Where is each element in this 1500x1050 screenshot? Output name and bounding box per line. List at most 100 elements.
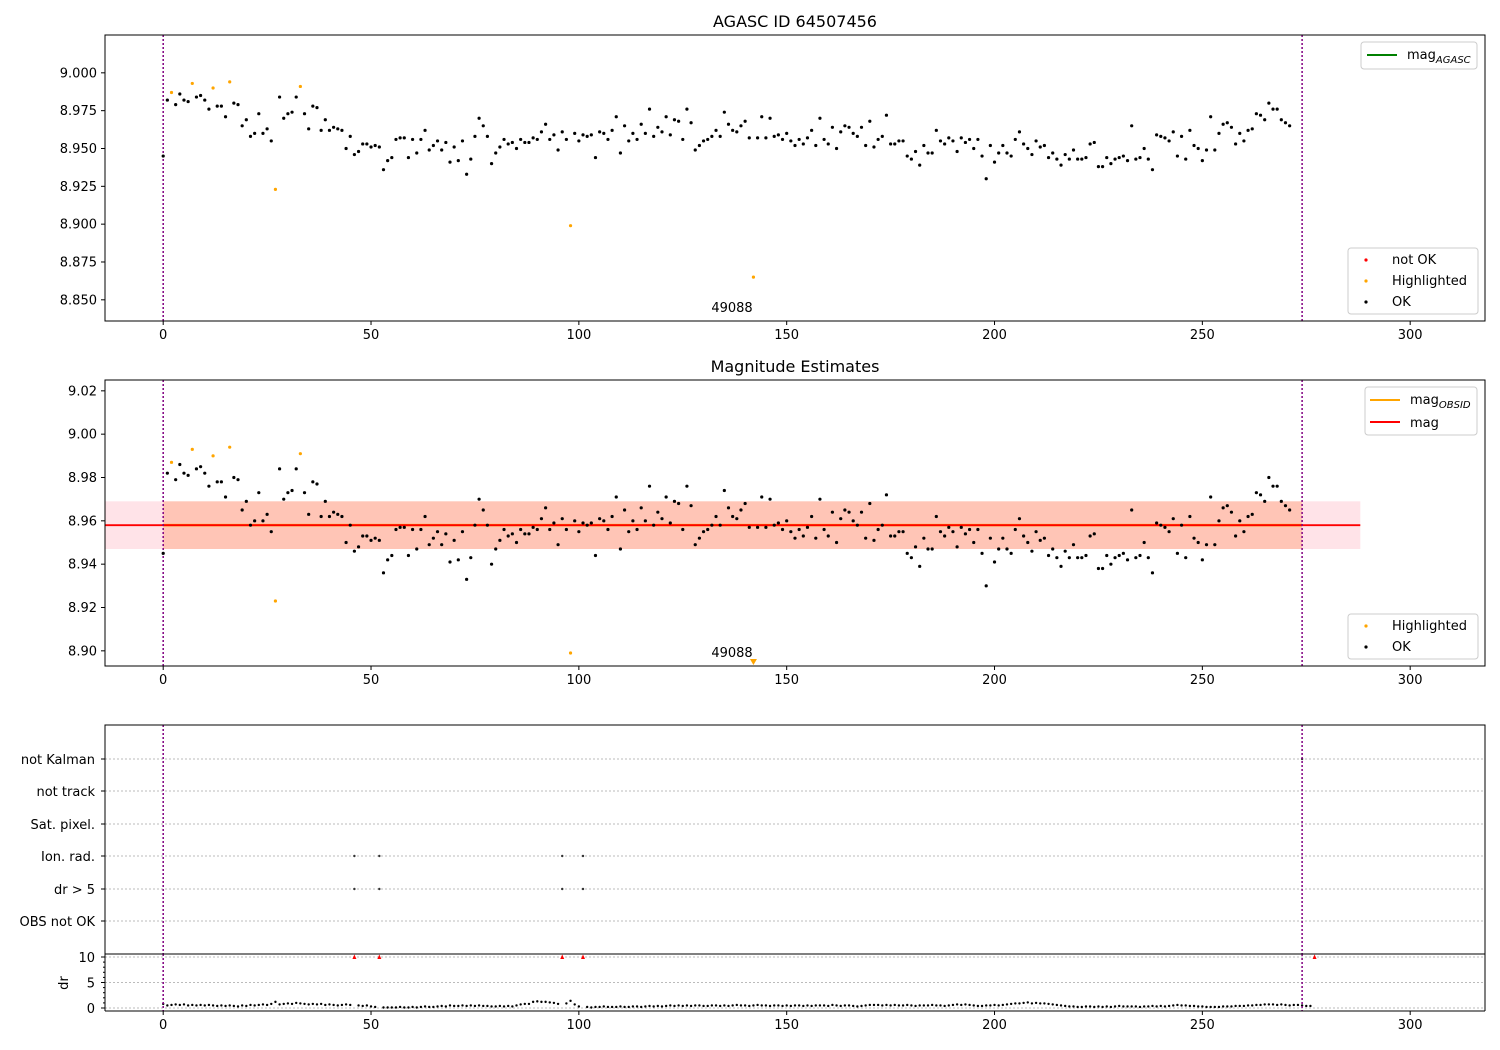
ok-point bbox=[1283, 121, 1288, 125]
y-tick-label: 8.950 bbox=[60, 142, 97, 157]
dr-point bbox=[1039, 1002, 1042, 1005]
ok-point bbox=[880, 523, 884, 527]
ok-point bbox=[203, 98, 207, 102]
dr-point bbox=[664, 1004, 668, 1008]
ok-point bbox=[419, 527, 423, 532]
dr-point bbox=[972, 1004, 975, 1007]
ok-point bbox=[880, 134, 884, 138]
ok-point bbox=[223, 115, 228, 119]
ok-point bbox=[652, 523, 656, 527]
dr-point bbox=[1122, 1005, 1125, 1008]
y-tick-label: 8.96 bbox=[68, 514, 97, 529]
dr-point bbox=[1217, 1005, 1221, 1009]
dr-point bbox=[569, 999, 572, 1003]
ok-point bbox=[876, 137, 880, 142]
dr-point bbox=[1093, 1005, 1096, 1009]
ok-point bbox=[244, 499, 248, 503]
dr-clipped-marker bbox=[560, 954, 565, 959]
dr-point bbox=[224, 1004, 227, 1008]
ok-point bbox=[1258, 113, 1263, 117]
ok-point bbox=[1267, 475, 1271, 480]
dr-point bbox=[856, 1005, 859, 1008]
dr-point bbox=[797, 1004, 801, 1007]
x-tick-label: 50 bbox=[363, 1018, 380, 1033]
ok-point bbox=[672, 118, 677, 122]
dr-point bbox=[785, 1004, 788, 1007]
dr-point bbox=[860, 1004, 863, 1008]
middle-legend-status: Highlighted OK bbox=[1347, 613, 1479, 660]
ok-point bbox=[473, 523, 477, 527]
ok-point bbox=[805, 136, 810, 140]
dr-point bbox=[964, 1003, 967, 1006]
dr-point bbox=[328, 1003, 331, 1006]
ok-point bbox=[639, 506, 643, 510]
ok-point bbox=[452, 538, 456, 542]
ok-point bbox=[1121, 551, 1125, 555]
dr-point bbox=[918, 1004, 921, 1007]
ok-point bbox=[685, 107, 689, 111]
x-tick-label: 0 bbox=[159, 328, 167, 343]
y-tick-label: 8.98 bbox=[68, 471, 97, 486]
dr-point bbox=[660, 1005, 664, 1008]
ok-point bbox=[1250, 512, 1254, 516]
dr-point bbox=[295, 1001, 298, 1005]
dr-point bbox=[415, 1006, 418, 1009]
dr-point bbox=[1151, 1004, 1154, 1008]
ok-legend-marker bbox=[1364, 300, 1368, 304]
dr-point bbox=[469, 1004, 472, 1007]
ok-legend-label: OK bbox=[1392, 640, 1411, 655]
dr-point bbox=[806, 1004, 809, 1007]
ok-point bbox=[465, 172, 469, 176]
ok-point bbox=[477, 497, 481, 501]
not-ok-legend-marker bbox=[1364, 258, 1368, 262]
highlighted-point bbox=[228, 445, 232, 449]
ok-point bbox=[423, 514, 427, 519]
dr-point bbox=[211, 1004, 215, 1007]
ok-point bbox=[219, 480, 223, 484]
ok-point bbox=[489, 562, 494, 566]
dr-point bbox=[232, 1004, 236, 1008]
dr-point bbox=[1018, 1002, 1021, 1005]
ok-point bbox=[1076, 157, 1080, 161]
ok-point bbox=[182, 471, 186, 475]
ok-point bbox=[1155, 521, 1159, 525]
ok-point bbox=[344, 540, 348, 545]
ok-point bbox=[1125, 558, 1130, 562]
ok-point bbox=[826, 534, 830, 538]
ok-point bbox=[793, 143, 797, 148]
dr-point bbox=[257, 1003, 260, 1007]
highlighted-point bbox=[211, 86, 215, 90]
ok-legend-marker bbox=[1364, 645, 1368, 649]
ok-point bbox=[992, 560, 997, 564]
ok-point bbox=[1055, 157, 1059, 161]
ok-point bbox=[834, 146, 839, 151]
ok-point bbox=[556, 543, 560, 547]
ok-point bbox=[593, 155, 598, 160]
ok-point bbox=[1067, 556, 1071, 560]
ok-point bbox=[972, 540, 976, 545]
ok-point bbox=[1038, 538, 1042, 542]
ok-point bbox=[868, 501, 872, 506]
ok-point bbox=[743, 501, 747, 506]
dr-point bbox=[1142, 1005, 1146, 1008]
ok-point bbox=[768, 497, 772, 501]
dr-point bbox=[714, 1004, 718, 1007]
ok-point bbox=[161, 551, 165, 555]
y-tick-label: 8.900 bbox=[60, 218, 97, 233]
ok-point bbox=[365, 534, 369, 538]
ok-point bbox=[1034, 139, 1038, 143]
dr-point bbox=[698, 1004, 701, 1007]
dr-point bbox=[319, 1002, 323, 1006]
dr-point bbox=[1180, 1004, 1183, 1007]
ok-point bbox=[1213, 148, 1217, 152]
middle-panel: Magnitude Estimates 0 50 100 150 200 250 300 8.… bbox=[68, 357, 1486, 688]
ok-point bbox=[731, 128, 735, 132]
ok-point bbox=[801, 142, 805, 146]
ok-point bbox=[336, 127, 340, 131]
ok-point bbox=[789, 139, 793, 143]
flags-plot-area: not Kalman not track Sat. pixel. Ion. rad. d… bbox=[20, 725, 1485, 954]
ok-point bbox=[755, 136, 760, 140]
ok-point bbox=[672, 499, 677, 503]
ok-point bbox=[581, 133, 585, 137]
ok-point bbox=[622, 124, 627, 128]
